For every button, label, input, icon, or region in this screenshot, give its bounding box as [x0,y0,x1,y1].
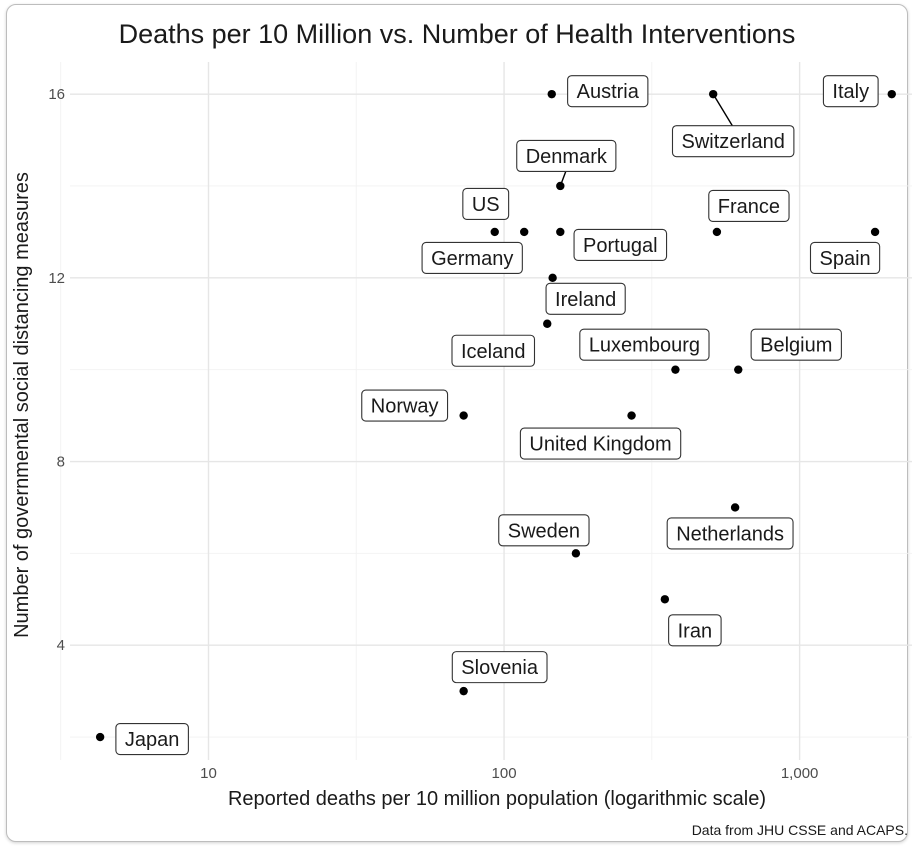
axis-ticks: 10 100 1,000 4 8 12 16 [48,86,818,782]
label-us: US [462,187,510,220]
label-box-japan [115,722,189,756]
x-axis-title: Reported deaths per 10 million populatio… [228,788,766,810]
label-text-portugal: Portugal [583,235,658,257]
label-text-sweden: Sweden [508,520,580,542]
point-ireland [548,273,557,283]
label-box-italy [822,75,879,108]
label-sweden: Sweden [498,514,590,547]
point-spain [870,227,880,237]
y-tick-label: 12 [48,270,65,287]
label-box-spain [809,241,881,274]
label-box-belgium [750,328,842,361]
label-box-austria [567,75,649,108]
label-text-austria: Austria [577,81,640,103]
label-text-germany: Germany [431,248,513,270]
label-text-iran: Iran [678,620,712,642]
label-box-norway [361,389,449,422]
y-tick-label: 4 [57,637,65,654]
y-tick-label: 8 [57,454,65,471]
label-box-netherlands [666,517,794,550]
label-box-sweden [498,514,590,547]
chart-caption: Data from JHU CSSE and ACAPS. [692,822,908,838]
x-tick-label: 100 [492,765,517,782]
label-text-italy: Italy [832,81,869,103]
point-belgium [734,365,743,374]
point-germany [520,227,529,237]
label-box-slovenia [451,651,548,684]
label-box-iran [668,614,722,647]
label-text-switzerland: Switzerland [681,131,784,153]
label-austria: Austria [567,75,649,108]
label-text-japan: Japan [125,729,180,751]
point-italy [887,89,896,99]
point-slovenia [459,686,468,696]
label-netherlands: Netherlands [666,517,794,550]
point-iran [660,595,670,604]
label-text-slovenia: Slovenia [461,657,539,679]
point-netherlands [730,503,740,512]
leader-switzerland [712,93,734,128]
label-box-france [708,189,790,222]
label-text-iceland: Iceland [461,341,526,363]
label-germany: Germany [421,241,523,274]
label-spain: Spain [809,241,881,274]
label-belgium: Belgium [750,328,842,361]
label-box-luxembourg [579,328,710,361]
point-iceland [543,319,552,328]
label-box-ireland [545,282,626,315]
point-luxembourg [671,365,680,374]
chart-title: Deaths per 10 Million vs. Number of Heal… [119,19,796,49]
label-box-denmark [516,139,617,173]
x-tick-label: 1,000 [781,765,819,782]
label-text-netherlands: Netherlands [676,523,784,545]
point-us [490,227,499,237]
label-norway: Norway [361,389,449,422]
label-portugal: Portugal [573,228,668,261]
point-austria [547,89,556,99]
label-denmark: Denmark [516,139,617,173]
point-japan [95,732,105,742]
label-slovenia: Slovenia [451,651,548,684]
point-denmark [556,181,565,191]
label-text-us: US [472,194,500,216]
label-text-ireland: Ireland [555,289,616,311]
label-box-portugal [573,228,668,261]
label-text-france: France [718,196,780,218]
y-axis-title: Number of governmental social distancing… [11,172,33,638]
label-text-united-kingdom: United Kingdom [529,434,671,456]
grid [60,62,912,760]
label-box-germany [421,241,523,274]
label-united-kingdom: United Kingdom [519,427,682,460]
label-ireland: Ireland [545,282,626,315]
label-iran: Iran [668,614,722,647]
label-box-iceland [451,334,536,367]
data-points [95,89,896,742]
label-text-norway: Norway [371,396,439,418]
x-tick-label: 10 [200,765,217,782]
point-france [712,227,722,237]
label-france: France [708,189,790,222]
label-iceland: Iceland [451,334,536,367]
point-sweden [571,549,581,558]
label-luxembourg: Luxembourg [579,328,710,361]
point-norway [459,411,468,420]
label-text-denmark: Denmark [526,146,608,168]
label-box-switzerland [671,125,795,158]
label-box-us [462,187,510,220]
y-tick-label: 16 [48,86,65,103]
label-text-spain: Spain [819,248,870,270]
label-japan: Japan [115,722,189,756]
point-switzerland [708,89,718,99]
label-text-luxembourg: Luxembourg [589,335,700,357]
label-switzerland: Switzerland [671,125,795,158]
data-labels: Austria Switzerland Italy Denmark US Germany P… [115,75,881,756]
label-box-united-kingdom [519,427,682,460]
point-portugal [556,227,565,237]
point-united-kingdom [627,411,636,420]
label-text-belgium: Belgium [760,335,832,357]
label-italy: Italy [822,75,879,108]
